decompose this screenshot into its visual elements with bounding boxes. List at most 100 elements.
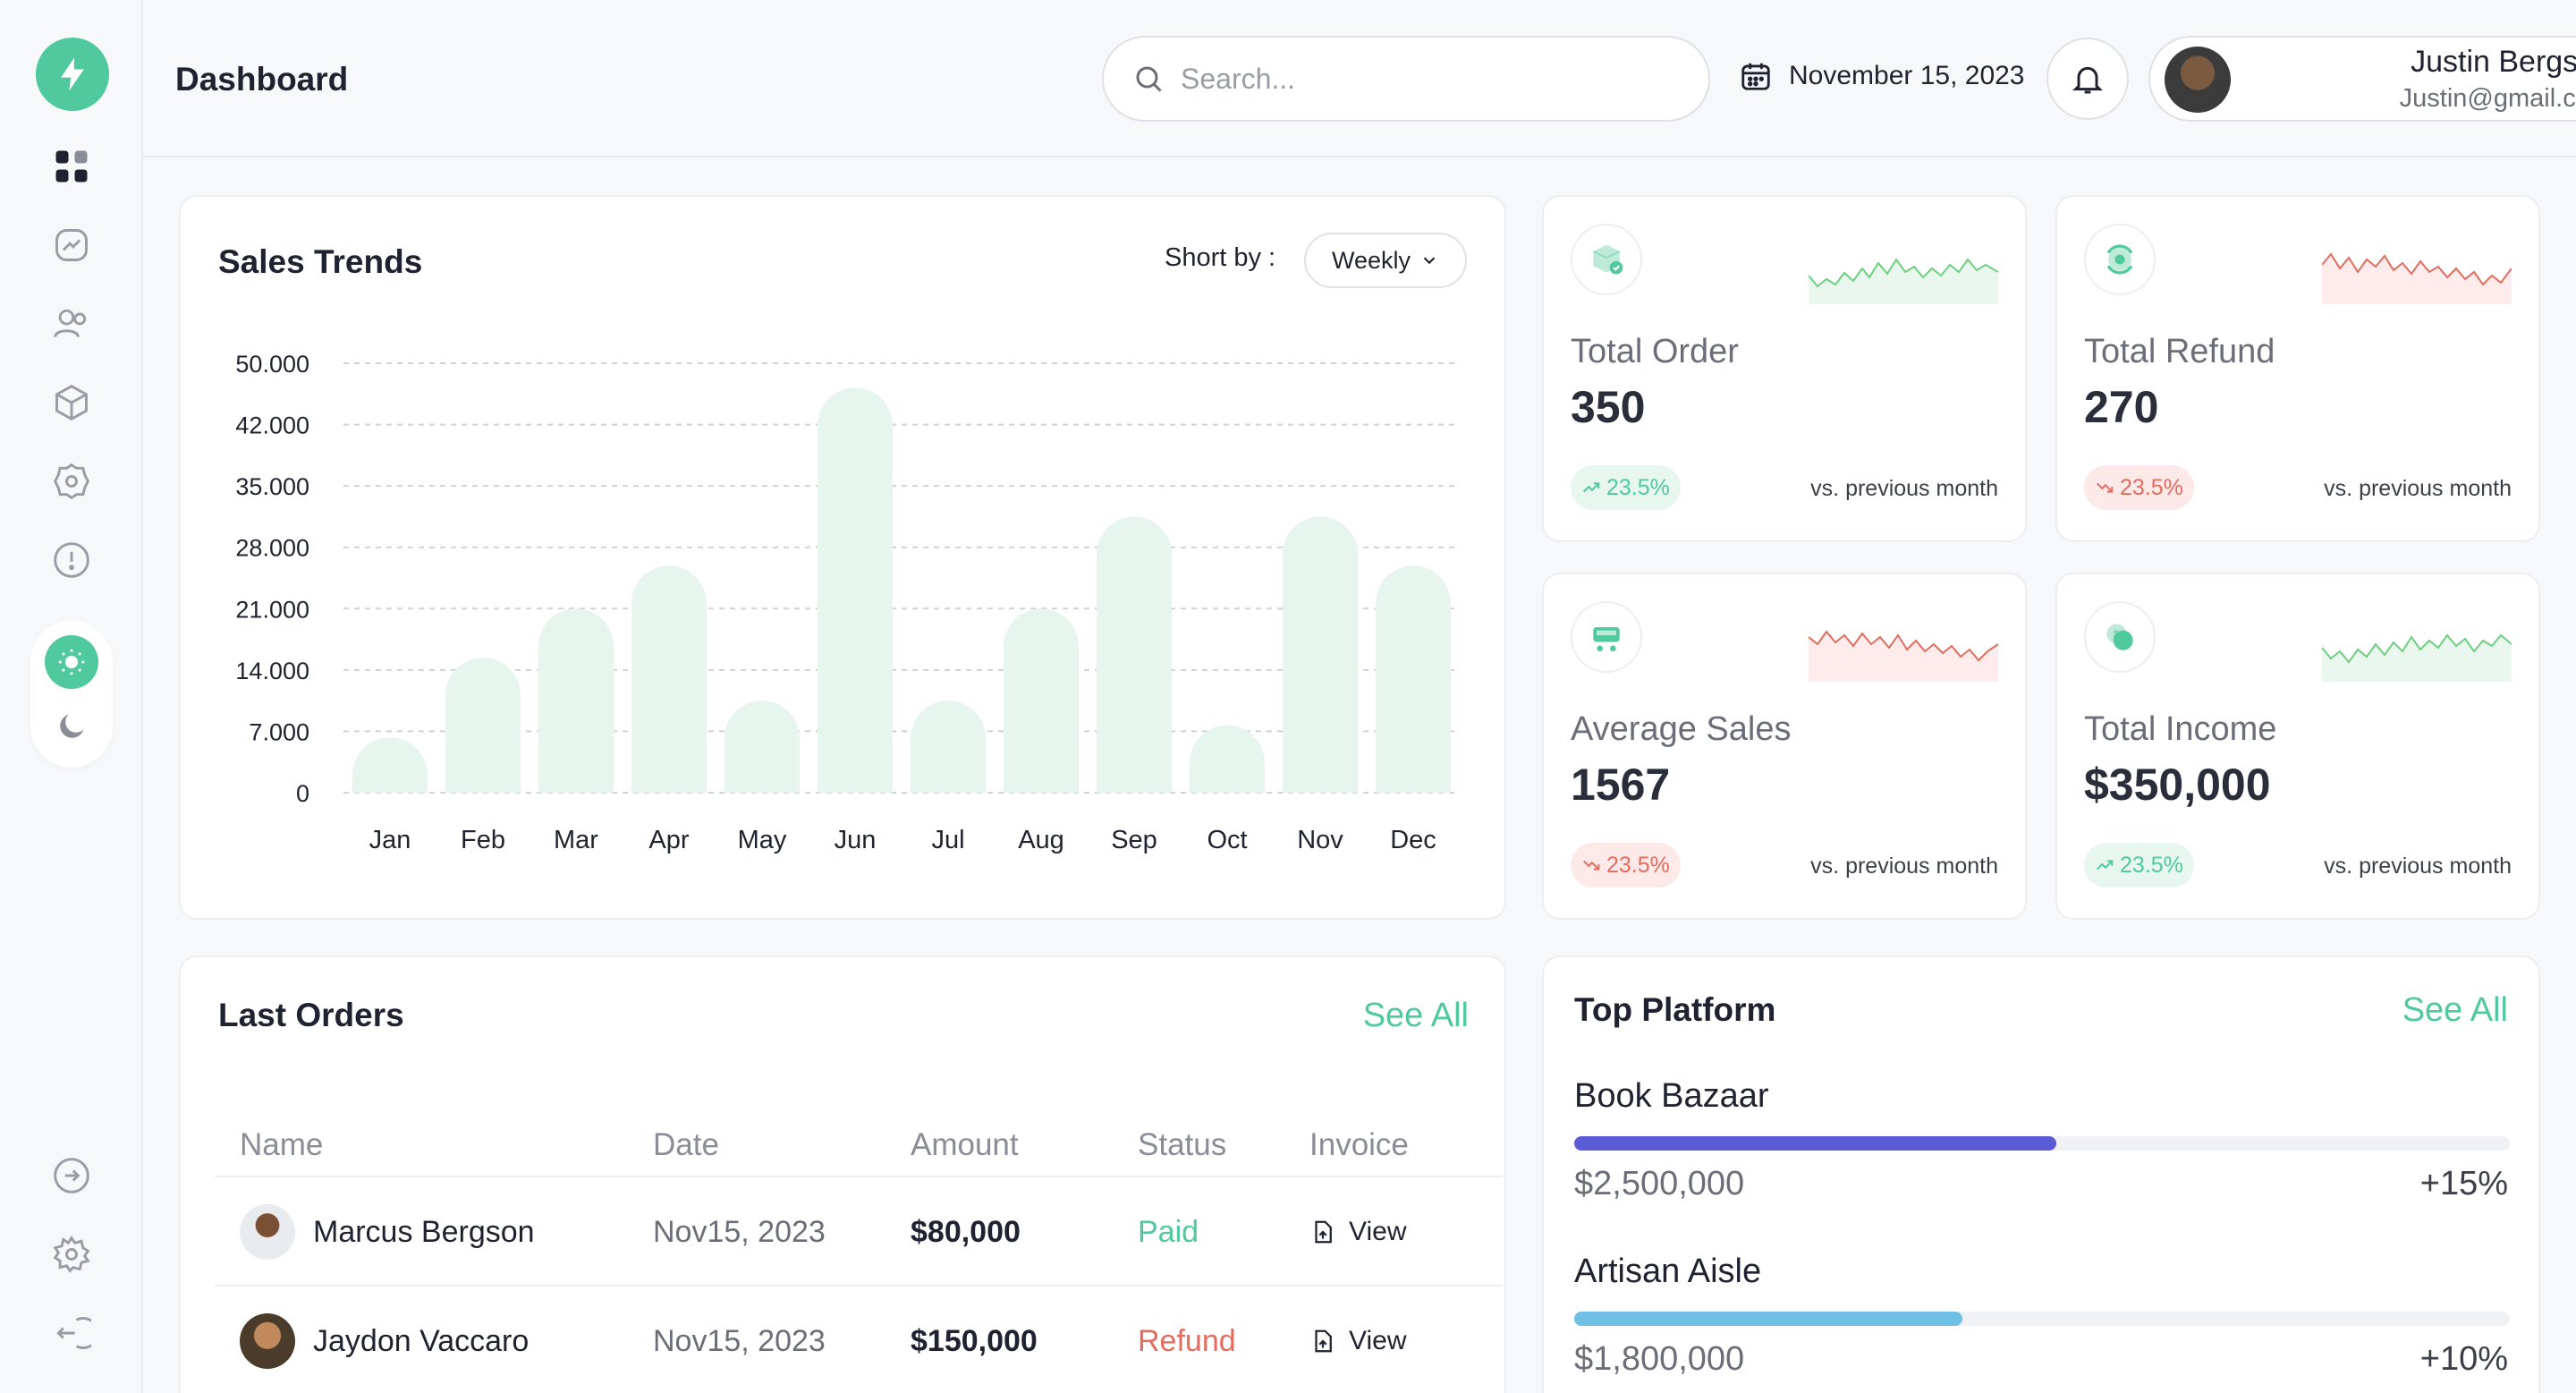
logout-icon[interactable] xyxy=(50,1312,93,1355)
trend-up-icon xyxy=(2097,860,2114,871)
bar-dec[interactable] xyxy=(1376,565,1451,793)
bar-jul[interactable] xyxy=(911,701,986,793)
column-header[interactable]: Amount xyxy=(911,1127,1019,1162)
bar-may[interactable] xyxy=(724,701,800,793)
search-input[interactable] xyxy=(1181,62,1682,96)
bar-nov[interactable] xyxy=(1283,516,1358,793)
analytics-icon[interactable] xyxy=(50,224,93,267)
invoice-icon xyxy=(1315,1329,1332,1353)
stat-label: Total Refund xyxy=(2084,333,2275,370)
trend-badge: 23.5% xyxy=(1571,465,1681,510)
column-header[interactable]: Name xyxy=(240,1127,324,1162)
y-tick-label: 50.000 xyxy=(235,351,309,378)
alert-icon[interactable] xyxy=(50,539,93,582)
y-tick-label: 28.000 xyxy=(235,535,309,562)
bar-mar[interactable] xyxy=(538,608,614,793)
stat-label: Total Order xyxy=(1571,333,1739,370)
platforms-see-all-link[interactable]: See All xyxy=(2402,991,2508,1029)
stat-value: 350 xyxy=(1571,382,1646,432)
theme-toggle xyxy=(30,621,113,768)
coin-icon: $ xyxy=(2084,601,2156,673)
bar-oct[interactable] xyxy=(1190,725,1265,793)
avatar xyxy=(240,1313,295,1369)
y-tick-label: 14.000 xyxy=(235,658,309,684)
order-amount: $80,000 xyxy=(911,1215,1021,1249)
moon-icon[interactable] xyxy=(45,700,98,753)
column-header[interactable]: Status xyxy=(1138,1127,1227,1162)
user-profile-menu[interactable]: Justin Bergson Justin@gmail.com xyxy=(2148,36,2576,122)
trend-badge: 23.5% xyxy=(2084,843,2194,888)
bar-jun[interactable] xyxy=(818,387,893,793)
comparison-text: vs. previous month xyxy=(2324,476,2512,501)
trend-value: 23.5% xyxy=(1606,474,1670,500)
comparison-text: vs. previous month xyxy=(2324,854,2512,879)
bar-sep[interactable] xyxy=(1097,516,1172,793)
order-amount: $150,000 xyxy=(911,1324,1038,1358)
stat-label: Total Income xyxy=(2084,710,2277,748)
y-tick-label: 7.000 xyxy=(249,718,309,745)
row-divider xyxy=(215,1285,1503,1287)
x-tick-label: Mar xyxy=(554,826,598,854)
row-divider xyxy=(215,1176,1503,1177)
trend-value: 23.5% xyxy=(1606,852,1670,878)
arrow-right-circle-icon[interactable] xyxy=(50,1154,93,1197)
view-invoice-button[interactable]: View xyxy=(1309,1217,1406,1247)
sort-select[interactable]: Weekly xyxy=(1304,233,1467,288)
x-tick-label: Apr xyxy=(648,826,689,854)
sort-value: Weekly xyxy=(1331,246,1411,274)
sales-trends-title: Sales Trends xyxy=(218,243,423,280)
total-order-card: Total Order 350 23.5% vs. previous month xyxy=(1542,195,2027,542)
dashboard-grid-icon[interactable] xyxy=(50,145,93,188)
view-label: View xyxy=(1349,1217,1407,1246)
x-tick-label: Oct xyxy=(1207,826,1247,854)
lightning-logo-icon[interactable] xyxy=(36,38,109,111)
column-header[interactable]: Date xyxy=(653,1127,719,1162)
order-date: Nov15, 2023 xyxy=(653,1324,826,1358)
box-check-icon xyxy=(1571,224,1642,295)
total-income-card: $ Total Income $350,000 23.5% vs. previo… xyxy=(2055,573,2540,920)
user-name: Justin Bergson xyxy=(2411,45,2576,79)
trend-up-icon xyxy=(1583,482,1600,493)
user-email: Justin@gmail.com xyxy=(2399,84,2576,113)
total-refund-card: Total Refund 270 23.5% vs. previous mont… xyxy=(2055,195,2540,542)
bar-feb[interactable] xyxy=(445,658,521,793)
x-tick-label: Jan xyxy=(369,826,411,854)
sidebar xyxy=(0,0,143,1393)
avatar xyxy=(2165,47,2231,113)
users-icon[interactable] xyxy=(50,302,93,345)
sun-icon[interactable] xyxy=(45,635,98,689)
box-icon[interactable] xyxy=(50,381,93,424)
bar-aug[interactable] xyxy=(1004,608,1079,793)
y-tick-label: 21.000 xyxy=(235,596,309,623)
stat-value: 1567 xyxy=(1571,760,1671,810)
stat-value: $350,000 xyxy=(2084,760,2271,810)
y-tick-label: 42.000 xyxy=(235,412,309,439)
platform-amount: $1,800,000 xyxy=(1574,1340,1745,1378)
top-platform-card: Top Platform See All Book Bazaar $2,500,… xyxy=(1542,956,2540,1393)
view-invoice-button[interactable]: View xyxy=(1309,1326,1406,1356)
platform-name: Artisan Aisle xyxy=(1574,1253,1762,1290)
notification-button[interactable] xyxy=(2046,38,2129,120)
trend-value: 23.5% xyxy=(2120,474,2183,500)
settings-badge-icon[interactable] xyxy=(50,460,93,503)
refund-icon xyxy=(2084,224,2156,295)
orders-see-all-link[interactable]: See All xyxy=(1362,997,1469,1034)
bell-icon xyxy=(2072,66,2103,94)
search-box[interactable] xyxy=(1102,36,1710,122)
x-tick-label: Nov xyxy=(1297,826,1343,854)
gear-icon[interactable] xyxy=(50,1233,93,1276)
bar-jan[interactable] xyxy=(352,737,428,793)
x-tick-label: Jun xyxy=(835,826,877,854)
last-orders-title: Last Orders xyxy=(218,997,404,1033)
bar-apr[interactable] xyxy=(631,565,707,793)
x-tick-label: Feb xyxy=(461,826,505,854)
x-tick-label: Sep xyxy=(1111,826,1157,854)
platform-progress-fill xyxy=(1574,1312,1963,1326)
calendar-icon xyxy=(1741,63,1770,90)
status-badge: Paid xyxy=(1138,1215,1199,1249)
svg-text:$: $ xyxy=(2114,629,2119,640)
column-header[interactable]: Invoice xyxy=(1309,1127,1409,1162)
comparison-text: vs. previous month xyxy=(1810,476,1998,501)
average-sales-card: Average Sales 1567 23.5% vs. previous mo… xyxy=(1542,573,2027,920)
chevron-down-icon xyxy=(1423,257,1436,265)
